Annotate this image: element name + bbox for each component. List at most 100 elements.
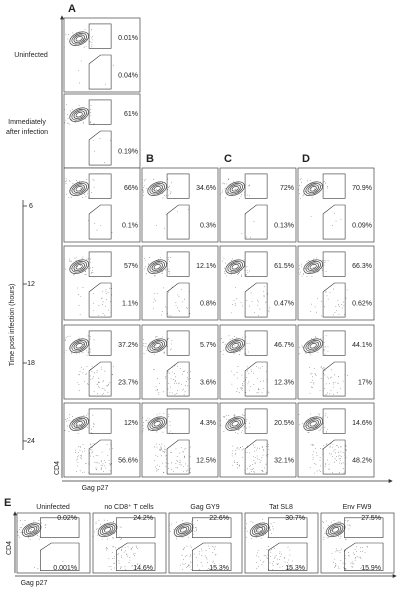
dot [105,293,107,295]
dot [169,392,171,394]
dot [313,463,315,465]
dot [212,551,214,553]
dot [258,367,260,369]
dot [235,188,237,190]
dot [261,537,263,539]
dot [154,275,156,276]
dot [262,454,264,456]
dot [192,530,194,532]
dot [314,192,316,194]
dot [309,423,311,425]
dot [237,432,238,434]
dot [220,424,222,426]
dot [75,42,76,44]
dot [102,381,104,383]
dot [360,568,362,569]
dot [162,431,164,433]
dot [162,190,163,192]
dot [165,466,167,467]
dot [255,530,256,532]
dot [113,567,115,569]
dot [63,352,65,353]
dot [75,33,77,35]
population [147,181,168,197]
dot [82,471,83,473]
dot [182,559,184,561]
dot [170,378,172,380]
dot [171,468,173,470]
dot [176,459,178,461]
dot [233,181,234,183]
dot [115,525,116,527]
dot [327,416,328,418]
population [249,522,270,538]
dot [274,547,276,549]
dot [340,457,342,459]
dot [221,338,223,339]
dot [239,354,240,355]
gate [88,130,112,166]
dot [32,536,34,537]
dot [243,426,245,428]
dot [102,290,104,292]
dot [143,268,145,270]
dot [165,306,167,308]
dot [165,214,167,216]
dot [238,343,239,345]
panel-title: no CD8⁺ T cells [104,504,154,511]
dot [155,271,157,273]
dot [75,452,77,453]
dot [95,523,97,525]
dot [251,471,253,473]
dot [79,314,81,316]
dot [183,394,185,396]
dot [154,446,156,448]
y-axis-label: CD4 [54,461,61,475]
dot [145,343,147,345]
dot [101,394,103,396]
dot [344,314,345,315]
dot [78,455,80,457]
dot [324,367,326,369]
panel-title: Uninfected [36,504,70,511]
dot [260,460,262,462]
population [303,338,324,354]
dot [68,260,70,262]
dot [222,190,223,192]
dot [198,569,200,571]
dot [334,558,336,560]
dot [102,533,104,535]
dot [307,180,308,182]
dot [234,414,236,416]
dot [155,345,157,347]
dot [166,455,167,457]
dot [163,417,164,419]
dot [113,520,114,522]
dot [164,351,165,353]
dot [306,260,308,262]
dot [167,178,169,180]
dot [324,466,326,468]
dot [79,31,81,33]
dot-plot: 0.02%0.001% [16,512,91,574]
gate-percentage: 61.5% [274,263,294,270]
dot [104,162,106,164]
dot [241,374,243,376]
dot [84,274,86,276]
dot [211,545,213,547]
dot [231,424,233,426]
dot [168,315,170,317]
dot [82,107,84,109]
dot [168,194,170,196]
dot [159,444,160,445]
dot [80,458,82,460]
dot [105,84,106,86]
dot [65,419,67,420]
dot [171,182,173,184]
dot [360,547,362,549]
dot [310,354,312,356]
dot [267,558,268,559]
dot [348,528,350,530]
dot [154,354,155,355]
dot [108,448,110,450]
